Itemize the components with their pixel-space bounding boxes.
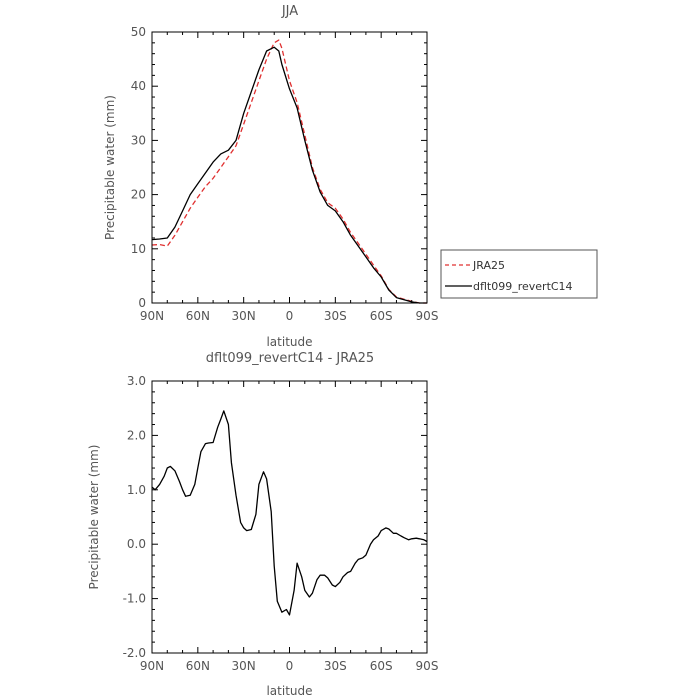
legend-label-jra25: JRA25 xyxy=(472,259,505,272)
bottom-x-tick-label: 90N xyxy=(140,659,164,673)
bottom-x-tick-label: 0 xyxy=(286,659,294,673)
bottom-x-tick-label: 60S xyxy=(370,659,393,673)
bottom-x-tick-label: 30S xyxy=(324,659,347,673)
bottom-chart-panel: dflt099_revertC14 - JRA25 90N 60N 30N 0 30S 6… xyxy=(87,351,438,698)
top-x-tick-label: 90S xyxy=(416,309,439,323)
bottom-series-line-1 xyxy=(151,410,428,616)
bottom-y-axis-label: Precipitable water (mm) xyxy=(87,445,101,590)
bottom-x-tick-label: 30N xyxy=(232,659,256,673)
top-y-axis-label: Precipitable water (mm) xyxy=(103,95,117,240)
top-y-tick-label: 20 xyxy=(131,188,146,202)
top-x-tick-label: 30N xyxy=(232,309,256,323)
legend-label-model: dflt099_revertC14 xyxy=(473,280,573,293)
top-x-tick-label: 30S xyxy=(324,309,347,323)
top-x-tick-label: 0 xyxy=(286,309,294,323)
top-y-tick-label: 40 xyxy=(131,79,146,93)
top-x-axis-label: latitude xyxy=(266,335,312,349)
bottom-x-tick-label: 90S xyxy=(416,659,439,673)
top-x-tick-label: 60S xyxy=(370,309,393,323)
bottom-x-axis-label: latitude xyxy=(266,684,312,698)
top-x-tick-label: 60N xyxy=(186,309,210,323)
legend-box xyxy=(440,249,598,299)
top-chart-title: JJA xyxy=(281,4,298,19)
bottom-y-tick-label: -2.0 xyxy=(123,646,146,660)
top-y-tick-label: 50 xyxy=(131,25,146,39)
top-chart-legend: JRA25 dflt099_revertC14 xyxy=(440,249,598,299)
top-y-tick-label: 0 xyxy=(138,296,146,310)
bottom-x-tick-label: 60N xyxy=(186,659,210,673)
top-x-tick-label: 90N xyxy=(140,309,164,323)
top-y-tick-label: 30 xyxy=(131,133,146,147)
top-y-tick-label: 10 xyxy=(131,242,146,256)
bottom-chart-title: dflt099_revertC14 - JRA25 xyxy=(206,351,374,366)
bottom-y-tick-label: 2.0 xyxy=(127,428,146,442)
bottom-y-tick-label: 1.0 xyxy=(127,483,146,497)
top-plot-frame xyxy=(151,31,428,304)
top-series-line-2 xyxy=(151,46,427,304)
bottom-y-tick-label: -1.0 xyxy=(123,592,146,606)
bottom-y-tick-label: 3.0 xyxy=(127,374,146,388)
top-chart-panel: JJA 90N 60N 30N 0 30S 60S 90S 0 10 20 30 40 50 latit… xyxy=(103,4,438,349)
top-series-line-1 xyxy=(151,39,427,304)
bottom-y-tick-label: 0.0 xyxy=(127,537,146,551)
